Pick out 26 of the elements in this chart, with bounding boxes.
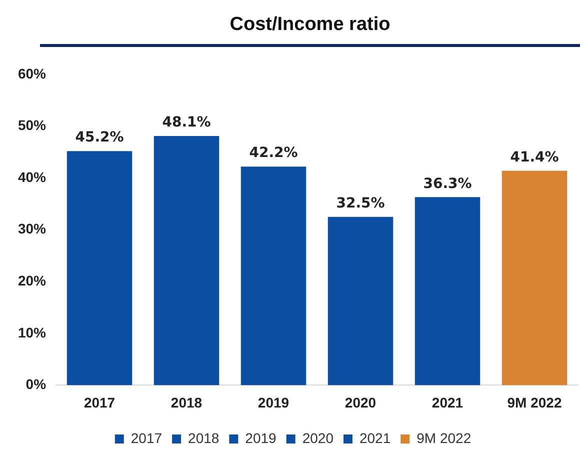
legend-label: 2017	[130, 430, 162, 446]
y-tick-label: 10%	[18, 324, 47, 340]
data-label: 42.2%	[249, 145, 298, 162]
y-tick-label: 40%	[18, 168, 47, 185]
x-tick-label: 2020	[344, 394, 376, 410]
y-tick-label: 60%	[18, 65, 47, 82]
y-tick-label: 50%	[18, 117, 47, 134]
x-tick-label: 2019	[258, 394, 290, 410]
legend-label: 2018	[188, 430, 220, 446]
data-label: 45.2%	[75, 130, 124, 146]
x-tick-label: 2021	[432, 394, 464, 410]
legend-label: 2020	[302, 430, 334, 446]
y-tick-label: 20%	[18, 272, 47, 288]
data-label: 32.5%	[336, 195, 385, 212]
x-tick-label: 9M 2022	[507, 394, 562, 410]
chart-title: Cost/Income ratio	[228, 14, 392, 36]
legend-label: 2019	[245, 430, 277, 446]
x-tick-label: 2018	[170, 394, 202, 410]
data-label: 48.1%	[162, 114, 211, 131]
data-label: 41.4%	[510, 149, 559, 166]
legend-label: 2021	[359, 430, 391, 446]
y-tick-label: 30%	[18, 220, 47, 237]
x-tick-label: 2017	[84, 394, 116, 410]
legend-label: 9M 2022	[416, 430, 472, 446]
data-label: 36.3%	[423, 176, 472, 192]
y-tick-label: 0%	[26, 376, 47, 392]
